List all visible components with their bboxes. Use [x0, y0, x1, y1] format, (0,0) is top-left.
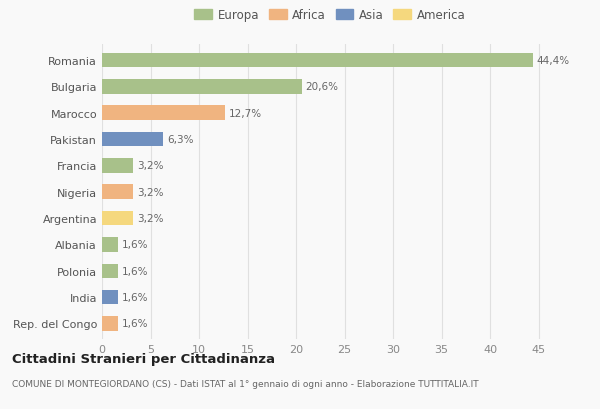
Text: COMUNE DI MONTEGIORDANO (CS) - Dati ISTAT al 1° gennaio di ogni anno - Elaborazi: COMUNE DI MONTEGIORDANO (CS) - Dati ISTA… — [12, 380, 479, 389]
Text: 1,6%: 1,6% — [121, 266, 148, 276]
Bar — [102, 317, 118, 331]
Text: 1,6%: 1,6% — [121, 240, 148, 250]
Text: 3,2%: 3,2% — [137, 187, 163, 197]
Text: 3,2%: 3,2% — [137, 213, 163, 223]
Bar — [102, 106, 225, 121]
Bar — [102, 133, 163, 147]
Bar — [102, 54, 533, 68]
Text: 3,2%: 3,2% — [137, 161, 163, 171]
Text: 44,4%: 44,4% — [536, 56, 570, 66]
Bar — [102, 80, 302, 94]
Bar — [102, 211, 133, 226]
Text: 12,7%: 12,7% — [229, 108, 262, 118]
Legend: Europa, Africa, Asia, America: Europa, Africa, Asia, America — [192, 7, 468, 25]
Text: 6,3%: 6,3% — [167, 135, 194, 145]
Text: 1,6%: 1,6% — [121, 292, 148, 302]
Bar — [102, 290, 118, 305]
Text: 1,6%: 1,6% — [121, 319, 148, 329]
Bar — [102, 159, 133, 173]
Text: Cittadini Stranieri per Cittadinanza: Cittadini Stranieri per Cittadinanza — [12, 352, 275, 365]
Bar — [102, 185, 133, 200]
Text: 20,6%: 20,6% — [306, 82, 339, 92]
Bar — [102, 264, 118, 279]
Bar — [102, 238, 118, 252]
